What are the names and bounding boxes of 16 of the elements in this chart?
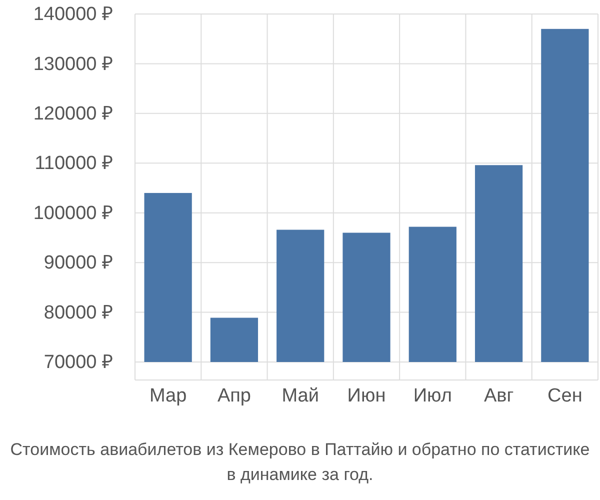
y-tick-label: 90000 ₽: [44, 252, 113, 274]
y-tick-label: 80000 ₽: [44, 302, 113, 324]
x-tick-label: Апр: [217, 385, 251, 406]
x-tick-label: Мар: [149, 385, 187, 406]
x-tick-label: Авг: [484, 385, 514, 406]
y-tick-label: 120000 ₽: [33, 104, 113, 125]
x-tick-label: Июн: [347, 385, 386, 406]
x-tick-label: Июл: [413, 385, 452, 406]
x-tick-label: Май: [282, 385, 319, 406]
y-tick-label: 110000 ₽: [34, 153, 113, 174]
y-tick-label: 140000 ₽: [33, 4, 113, 26]
x-tick-label: Сен: [548, 385, 582, 406]
y-tick-label: 130000 ₽: [33, 54, 113, 75]
y-tick-label: 70000 ₽: [44, 352, 113, 374]
text: Стоимость авиабилетов из Кемерово в Паттайю и обратно по статистике в динамике за год.: [10, 440, 590, 484]
y-tick-label: 100000 ₽: [33, 202, 113, 224]
